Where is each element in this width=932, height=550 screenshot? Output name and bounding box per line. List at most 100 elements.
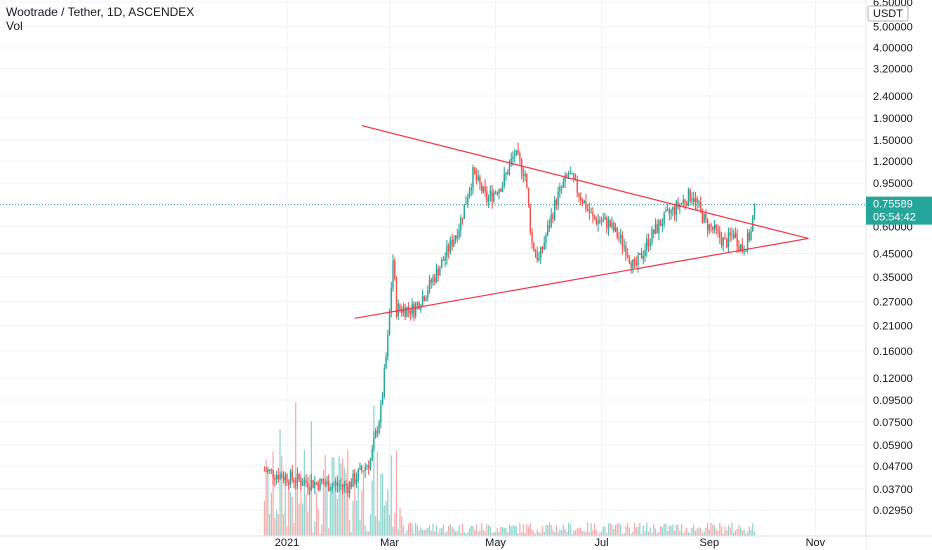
- volume-bar: [302, 503, 304, 536]
- volume-bar: [554, 532, 556, 536]
- volume-bar: [639, 522, 641, 536]
- volume-bar: [282, 513, 285, 536]
- candle-body: [696, 197, 698, 203]
- volume-bar: [470, 525, 472, 536]
- volume-bar: [489, 526, 491, 536]
- volume-bar: [491, 532, 493, 536]
- candle-body: [595, 219, 598, 225]
- volume-bar: [486, 524, 488, 536]
- candle-body: [687, 189, 690, 206]
- price-tick-label: 1.90000: [873, 113, 913, 125]
- candle-body: [411, 303, 413, 314]
- volume-bar: [630, 533, 632, 536]
- volume-bar: [694, 531, 697, 536]
- candle-body: [348, 481, 351, 494]
- candle-body: [654, 224, 657, 234]
- volume-bar: [712, 524, 714, 536]
- candle-body: [482, 186, 485, 192]
- candle-body: [675, 201, 678, 215]
- candle-body: [454, 235, 457, 240]
- volume-bar: [371, 480, 373, 536]
- candle-body: [668, 209, 671, 214]
- candle-body: [719, 230, 721, 238]
- price-tick-label: 0.09500: [873, 395, 913, 407]
- volume-bar: [381, 473, 384, 536]
- candle-body: [298, 473, 300, 480]
- candle-body: [526, 174, 528, 188]
- candle-body: [618, 237, 620, 239]
- candle-body: [613, 222, 615, 232]
- volume-bar: [343, 467, 345, 536]
- candle-body: [508, 164, 511, 175]
- candle-body: [373, 438, 375, 449]
- candle-body: [540, 247, 542, 258]
- volume-bar: [335, 476, 337, 536]
- price-axis[interactable]: 6.50000 5.00000 4.00000 3.20000 2.40000 1.900…: [865, 0, 932, 550]
- candle-body: [503, 173, 505, 186]
- candle-body: [321, 479, 323, 482]
- candle-body: [451, 239, 453, 247]
- candle-body: [479, 176, 481, 184]
- candle-body: [416, 302, 419, 305]
- candle-body: [646, 239, 648, 250]
- candle-body: [312, 479, 314, 488]
- candle-body: [541, 247, 544, 250]
- volume-bar: [649, 527, 651, 536]
- volume-bar: [733, 532, 735, 536]
- volume-bar: [519, 522, 521, 536]
- volume-bar: [531, 529, 533, 536]
- candle-body: [487, 196, 490, 202]
- trendline-upper: [361, 124, 809, 240]
- volume-bar: [665, 523, 667, 536]
- volume-bar: [720, 526, 723, 536]
- trendlines: [354, 124, 809, 319]
- candle-body: [388, 311, 391, 335]
- candle-body: [319, 479, 321, 490]
- candle-body: [491, 190, 493, 202]
- candle-body: [659, 220, 662, 226]
- candle-body: [736, 233, 738, 247]
- candle-body: [653, 229, 655, 234]
- candle-body: [593, 216, 596, 220]
- volume-bar: [588, 532, 591, 536]
- candle-body: [651, 229, 653, 243]
- candle-body: [359, 466, 361, 470]
- candle-body: [533, 242, 535, 251]
- volume-bar: [679, 531, 681, 536]
- volume-bar: [477, 531, 479, 536]
- candle-body: [423, 296, 426, 301]
- trendline-lower: [354, 237, 809, 319]
- volume-bar: [526, 524, 528, 536]
- time-axis-bg: [0, 536, 866, 550]
- volume-bar: [705, 527, 707, 536]
- volume-bar: [653, 524, 655, 536]
- candle-body: [739, 244, 742, 251]
- grid: [0, 0, 866, 536]
- candle-body: [597, 220, 599, 225]
- candle-body: [717, 228, 719, 231]
- candle-body: [394, 260, 396, 279]
- candle-body: [480, 183, 483, 192]
- candle-body: [527, 187, 530, 207]
- time-axis[interactable]: 2021 Mar May Jul Sep Nov: [0, 535, 932, 550]
- volume-bar: [616, 523, 618, 536]
- volume-bar: [380, 473, 382, 536]
- candle-body: [475, 173, 478, 181]
- candle-body: [345, 483, 347, 487]
- volume-bar: [571, 533, 573, 536]
- volume-bar: [748, 526, 750, 536]
- candle-body: [413, 303, 415, 317]
- volume-bar: [503, 527, 505, 536]
- candle-body: [376, 430, 379, 433]
- candle-body: [557, 191, 559, 205]
- volume-bar: [420, 527, 422, 536]
- candle-body: [686, 203, 688, 206]
- candle-body: [590, 212, 592, 214]
- candle-body: [390, 288, 392, 312]
- candle-body: [507, 172, 509, 175]
- candle-body: [277, 475, 280, 480]
- unit-badge: [867, 5, 909, 22]
- candle-body: [566, 174, 568, 176]
- candle-body: [698, 201, 700, 203]
